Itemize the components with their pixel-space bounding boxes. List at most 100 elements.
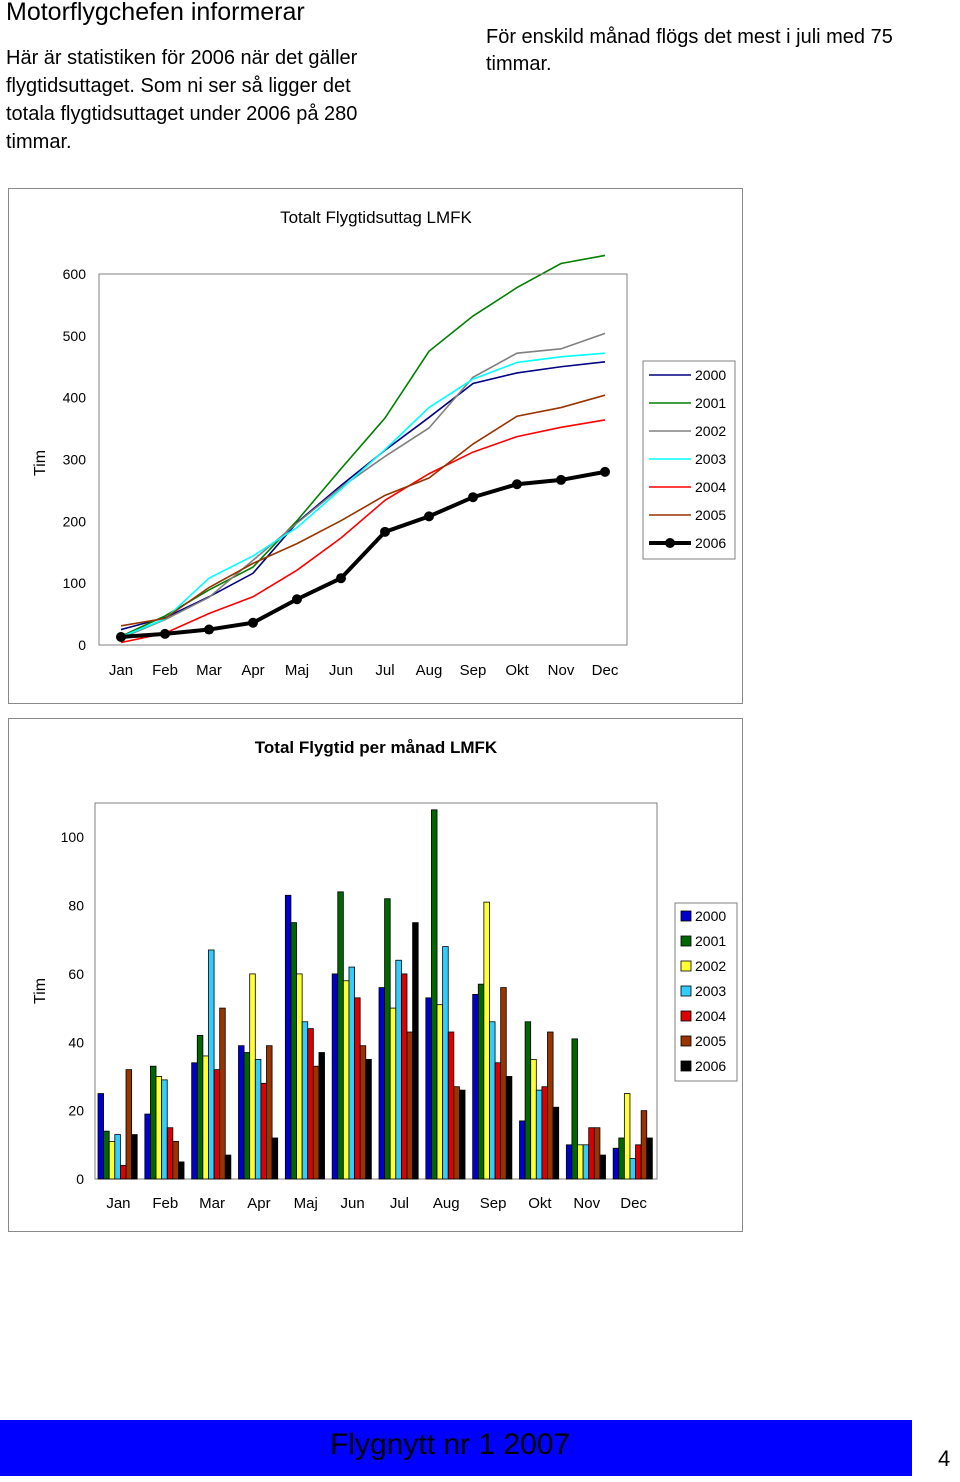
chart1-ytick-label: 0: [78, 637, 86, 653]
chart2-xtick-label: Feb: [152, 1195, 178, 1212]
chart2-bar-2003: [161, 1079, 168, 1180]
chart2-bar-2001: [618, 1137, 625, 1180]
chart1-xtick-label: Dec: [592, 662, 619, 679]
chart2-bar-2004: [260, 1082, 267, 1180]
chart2-bar-2005: [172, 1140, 179, 1180]
chart2-bar-2000: [612, 1147, 620, 1180]
chart2-bar-2001: [337, 891, 344, 1180]
page-number: 4: [938, 1446, 951, 1471]
chart1-legend-label: 2006: [695, 535, 726, 551]
chart2-plot-area: [94, 802, 658, 1180]
chart2-bar-2006: [646, 1137, 653, 1180]
chart1-legend-label: 2000: [695, 367, 726, 383]
chart2-bar-2004: [447, 1031, 455, 1180]
chart2-bar-2001: [384, 898, 391, 1180]
chart1-point-2006: [512, 479, 522, 490]
intro-paragraph: Här är statistiken för 2006 när det gäll…: [6, 47, 358, 153]
chart1-series-line-2004: [120, 419, 606, 644]
chart2-bar-2003: [535, 1089, 543, 1180]
chart1-xtick-label: Maj: [285, 662, 309, 679]
chart1-point-2006: [292, 594, 302, 605]
chart1-ytick-label: 100: [63, 575, 87, 591]
chart1-xtick-label: Okt: [505, 662, 529, 679]
chart2-bar-2004: [166, 1127, 174, 1180]
chart1-xtick-label: Aug: [416, 662, 443, 679]
chart1-series-line-2001: [120, 254, 606, 638]
chart2-xtick-label: Apr: [247, 1195, 270, 1212]
chart2-bar-2002: [577, 1144, 584, 1180]
chart2-bar-2002: [202, 1055, 209, 1180]
chart2-bar-2006: [224, 1154, 232, 1180]
chart2-bar-2000: [378, 987, 385, 1180]
chart2-legend-swatch: [680, 985, 692, 997]
chart2-legend-box: [674, 902, 738, 1082]
chart2-xtick-label: Mar: [199, 1195, 225, 1212]
chart2-ytick-label: 80: [68, 898, 84, 914]
chart1-point-2006: [160, 628, 170, 639]
chart2-bar-2002: [342, 980, 350, 1180]
chart2-bar-2003: [582, 1144, 590, 1180]
side-note: För enskild månad flögs det mest i juli …: [486, 26, 893, 75]
chart2-xtick-label: Jun: [340, 1195, 364, 1212]
chart2-bar-2002: [249, 973, 256, 1180]
chart2-bar-2006: [131, 1134, 138, 1180]
chart1-xtick-label: Mar: [196, 662, 222, 679]
chart1-legend-label: 2004: [695, 479, 726, 495]
chart2-bar-2000: [97, 1093, 104, 1180]
chart2-bar-2003: [442, 946, 449, 1180]
monthly-chart-frame: Total Flygtid per månad LMFK Tim 0 20 40 60…: [8, 718, 743, 1232]
chart1-series-line-2000: [120, 361, 606, 631]
chart2-bar-2003: [208, 949, 215, 1180]
chart2-ytick-label: 100: [61, 829, 85, 845]
chart2-legend-swatch: [680, 1060, 692, 1072]
chart2-bar-2006: [318, 1052, 325, 1180]
chart1-title: Totalt Flygtidsuttag LMFK: [280, 208, 472, 227]
chart2-bar-2000: [191, 1062, 198, 1180]
chart1-point-2006: [248, 617, 258, 628]
chart1-xtick-label: Jul: [375, 662, 394, 679]
chart2-legend-label: 2004: [695, 1008, 726, 1024]
chart1-legend-label: 2005: [695, 507, 726, 523]
chart2-bar-2000: [238, 1045, 245, 1180]
chart2-bar-2001: [103, 1130, 110, 1180]
chart2-bar-2003: [301, 1021, 309, 1180]
chart1-plot-area: [98, 273, 628, 646]
chart2-bar-2005: [640, 1110, 648, 1180]
chart2-xtick-label: Okt: [528, 1195, 552, 1212]
chart1-xtick-label: Jan: [109, 662, 133, 679]
chart2-bar-2005: [359, 1045, 367, 1180]
chart1-legend-label: 2001: [695, 395, 726, 411]
chart1-xtick-label: Nov: [548, 662, 575, 679]
chart2-bar-2004: [213, 1069, 221, 1180]
chart1-legend-label: 2003: [695, 451, 726, 467]
chart2-legend-swatch: [680, 1010, 692, 1022]
chart2-bar-2004: [307, 1028, 314, 1180]
page-heading: Motorflygchefen informerar: [6, 0, 305, 26]
chart2-legend-swatch: [680, 960, 692, 972]
chart2-legend-label: 2005: [695, 1033, 726, 1049]
chart2-bar-2006: [271, 1137, 279, 1180]
chart2-xtick-label: Nov: [573, 1195, 600, 1212]
chart2-bar-2002: [296, 973, 303, 1180]
chart1-ytick-label: 300: [63, 452, 87, 468]
chart1-legend-marker: [665, 538, 675, 548]
chart2-bar-2006: [178, 1161, 185, 1180]
chart2-legend-label: 2006: [695, 1058, 726, 1074]
chart2-bar-2002: [530, 1058, 537, 1180]
chart1-point-2006: [424, 511, 434, 522]
chart2-bar-2002: [389, 1007, 397, 1180]
chart2-ytick-label: 60: [68, 966, 84, 982]
chart2-bar-2000: [425, 997, 432, 1180]
chart1-series-line-2003: [120, 352, 606, 638]
chart1-point-2006: [336, 573, 346, 584]
chart2-bar-2001: [477, 983, 485, 1180]
chart2-bar-2006: [412, 922, 419, 1180]
chart2-bar-2003: [114, 1134, 121, 1180]
chart1-point-2006: [380, 526, 390, 537]
chart2-bar-2004: [635, 1144, 642, 1180]
chart1-legend: 2000 2001 2002 2003 2004 2005 2006: [642, 360, 736, 560]
footer-title: Flygnytt nr 1 2007: [330, 1428, 571, 1461]
chart1-series-line-2002: [120, 332, 606, 639]
chart1-series-line-2006: [120, 469, 606, 639]
chart2-legend-label: 2003: [695, 983, 726, 999]
